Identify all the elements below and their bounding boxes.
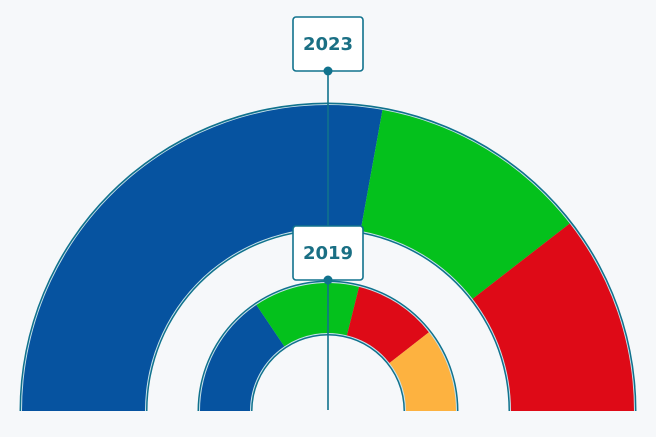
slice-2019-blue[interactable]	[200, 304, 285, 411]
donut-2023	[19, 102, 637, 412]
year-label-box-2023: 2023	[292, 16, 364, 76]
slice-2019-green[interactable]	[256, 282, 360, 347]
slice-2023-red[interactable]	[472, 223, 634, 411]
slice-2019-orange[interactable]	[389, 332, 456, 411]
donut-2019	[197, 280, 459, 411]
year-label-box-2019: 2019	[292, 225, 364, 285]
year-label-dot	[323, 275, 333, 285]
year-label-dot	[323, 66, 333, 76]
slice-2023-green[interactable]	[360, 109, 570, 299]
year-label-2023: 2023	[303, 34, 353, 55]
slice-2019-red[interactable]	[346, 286, 429, 363]
slice-2023-blue[interactable]	[22, 105, 383, 411]
year-label-2019: 2019	[303, 243, 353, 264]
